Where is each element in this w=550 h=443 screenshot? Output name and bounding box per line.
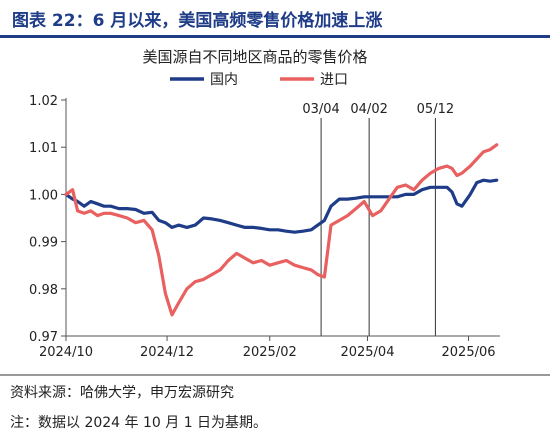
y-tick-label: 1.01 xyxy=(29,141,58,156)
y-tick-label: 1.00 xyxy=(29,188,58,203)
event-marker-label: 03/04 xyxy=(302,102,339,117)
chart-title: 美国源自不同地区商品的零售价格 xyxy=(142,48,367,66)
y-tick-label: 0.99 xyxy=(29,236,58,251)
series-line-1 xyxy=(64,143,499,317)
y-tick-label: 1.02 xyxy=(29,94,58,109)
x-tick-label: 2024/12 xyxy=(140,345,194,360)
y-tick-label: 0.98 xyxy=(29,283,58,298)
event-marker-label: 04/02 xyxy=(350,102,387,117)
x-tick-label: 2024/10 xyxy=(39,345,93,360)
x-tick-label: 2025/04 xyxy=(340,345,394,360)
figure-title: 图表 22：6 月以来，美国高频零售价格加速上涨 xyxy=(12,11,383,31)
vertical-markers: 03/04 04/02 05/12 xyxy=(302,102,454,336)
figure-header: 图表 22：6 月以来，美国高频零售价格加速上涨 xyxy=(0,0,550,38)
x-tick-label: 2025/02 xyxy=(243,345,297,360)
y-tick-label: 0.97 xyxy=(29,330,58,345)
title-rule xyxy=(0,35,550,38)
retail-price-chart: 美国源自不同地区商品的零售价格 国内 进口 03/04 04/02 05/12 1.0… xyxy=(29,48,500,360)
source-note: 资料来源：哈佛大学，申万宏源研究 xyxy=(10,385,234,401)
base-period-note: 注：数据以 2024 年 10 月 1 日为基期。 xyxy=(10,415,268,431)
x-tick-label: 2025/06 xyxy=(442,345,496,360)
legend: 国内 进口 xyxy=(170,72,348,88)
series-lines xyxy=(64,143,499,317)
footer-rule xyxy=(0,374,550,376)
legend-label-0: 国内 xyxy=(210,72,238,88)
series-line-0 xyxy=(64,178,499,234)
legend-label-1: 进口 xyxy=(320,72,348,88)
event-marker-label: 05/12 xyxy=(417,102,454,117)
